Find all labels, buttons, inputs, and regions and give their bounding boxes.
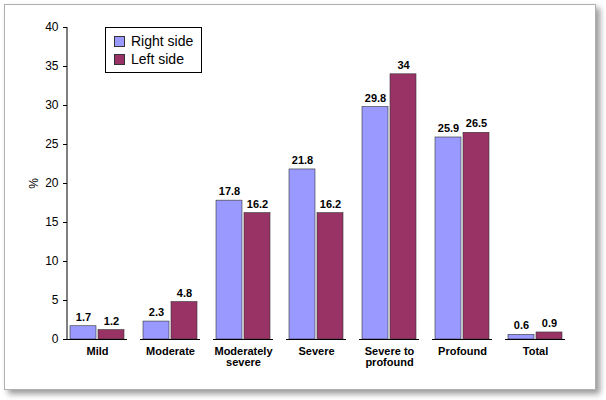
svg-text:Moderatelysevere: Moderatelysevere [214,345,273,368]
svg-text:15: 15 [45,215,59,229]
svg-text:2.3: 2.3 [149,306,164,318]
svg-text:1.2: 1.2 [104,315,119,327]
svg-text:29.8: 29.8 [365,92,386,104]
svg-text:Mild: Mild [87,345,109,357]
svg-text:4.8: 4.8 [177,287,192,299]
svg-text:0.9: 0.9 [542,317,557,329]
svg-text:30: 30 [45,98,59,112]
svg-text:%: % [27,178,41,189]
svg-text:Severe toprofound: Severe toprofound [365,345,415,368]
svg-text:40: 40 [45,20,59,34]
svg-text:17.8: 17.8 [219,185,240,197]
svg-text:10: 10 [45,254,59,268]
svg-text:5: 5 [52,293,59,307]
svg-text:0: 0 [52,332,59,346]
svg-text:1.7: 1.7 [76,311,91,323]
svg-text:25.9: 25.9 [438,122,459,134]
svg-text:Total: Total [523,345,548,357]
svg-text:34: 34 [397,59,410,71]
svg-text:21.8: 21.8 [292,154,313,166]
svg-text:0.6: 0.6 [514,319,529,331]
svg-text:35: 35 [45,59,59,73]
svg-text:Moderate: Moderate [146,345,195,357]
svg-text:Profound: Profound [438,345,487,357]
svg-text:16.2: 16.2 [247,198,268,210]
html-text:Left side: Left side [131,51,184,67]
html-text:Right side: Right side [131,33,194,49]
svg-text:20: 20 [45,176,59,190]
svg-text:25: 25 [45,137,59,151]
svg-text:26.5: 26.5 [466,117,487,129]
svg-text:Severe: Severe [298,345,334,357]
svg-text:16.2: 16.2 [320,198,341,210]
